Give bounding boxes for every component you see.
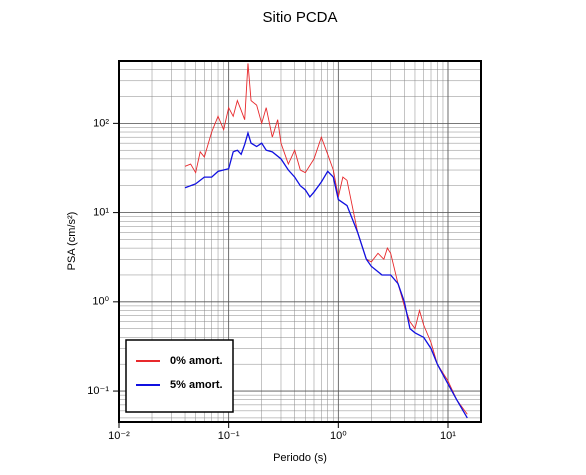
y-axis-label: PSA (cm/s²)	[66, 212, 78, 271]
plot-frame	[118, 60, 482, 423]
legend-label: 5% amort.	[170, 379, 223, 391]
series-line	[184, 63, 468, 415]
legend-box	[125, 339, 234, 413]
series-line	[184, 130, 468, 419]
x-tick-label: 10⁻²	[108, 430, 130, 442]
y-tick-label: 10⁰	[92, 296, 109, 308]
y-tick-label: 10¹	[93, 207, 109, 219]
chart-title: Sitio PCDA	[262, 9, 337, 26]
x-axis-label: Periodo (s)	[273, 452, 327, 464]
y-tick-label: 10⁻¹	[87, 385, 109, 397]
x-tick-label: 10⁻¹	[218, 430, 240, 442]
legend-label: 0% amort.	[170, 355, 223, 367]
x-tick-label: 10¹	[440, 430, 456, 442]
y-tick-label: 10²	[93, 117, 109, 129]
x-tick-label: 10⁰	[330, 430, 347, 442]
